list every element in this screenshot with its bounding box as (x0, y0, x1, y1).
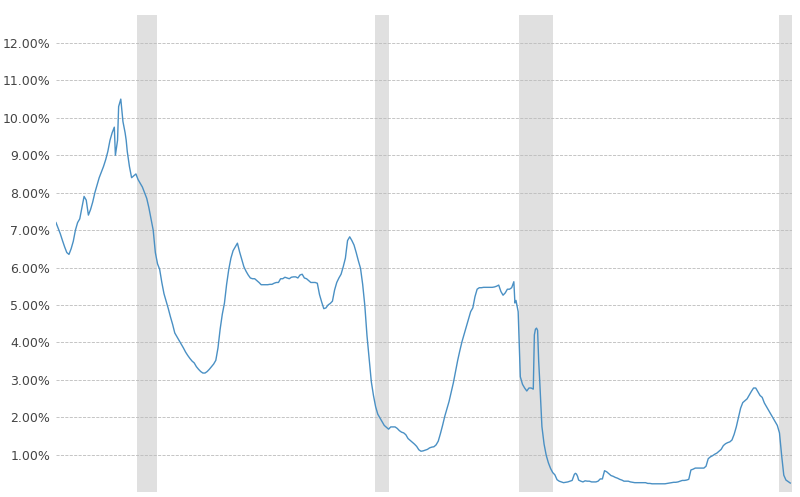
Bar (518, 15, 553, 492)
Bar (137, 15, 157, 492)
Bar (374, 15, 389, 492)
Bar (779, 15, 792, 492)
